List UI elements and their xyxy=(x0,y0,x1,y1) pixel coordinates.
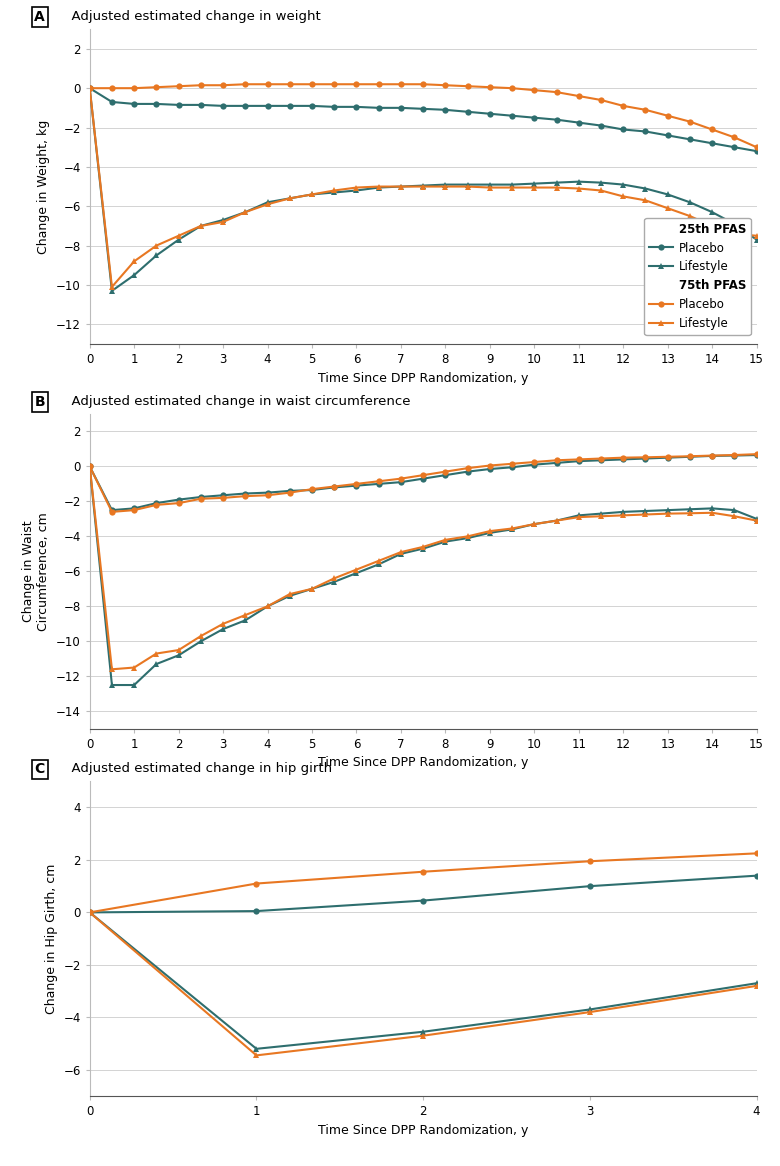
X-axis label: Time Since DPP Randomization, y: Time Since DPP Randomization, y xyxy=(318,757,528,770)
Y-axis label: Change in Waist
Circumference, cm: Change in Waist Circumference, cm xyxy=(23,512,50,631)
Text: Adjusted estimated change in hip girth: Adjusted estimated change in hip girth xyxy=(63,763,332,775)
Legend: 25th PFAS, Placebo, Lifestyle, 75th PFAS, Placebo, Lifestyle: 25th PFAS, Placebo, Lifestyle, 75th PFAS… xyxy=(644,218,750,335)
Text: C: C xyxy=(34,763,44,777)
X-axis label: Time Since DPP Randomization, y: Time Since DPP Randomization, y xyxy=(318,372,528,385)
Text: Adjusted estimated change in waist circumference: Adjusted estimated change in waist circu… xyxy=(63,395,410,408)
Text: B: B xyxy=(34,395,45,409)
X-axis label: Time Since DPP Randomization, y: Time Since DPP Randomization, y xyxy=(318,1124,528,1137)
Y-axis label: Change in Weight, kg: Change in Weight, kg xyxy=(37,119,50,254)
Text: A: A xyxy=(34,10,45,24)
Text: Adjusted estimated change in weight: Adjusted estimated change in weight xyxy=(63,10,321,23)
Y-axis label: Change in Hip Girth, cm: Change in Hip Girth, cm xyxy=(44,864,58,1013)
